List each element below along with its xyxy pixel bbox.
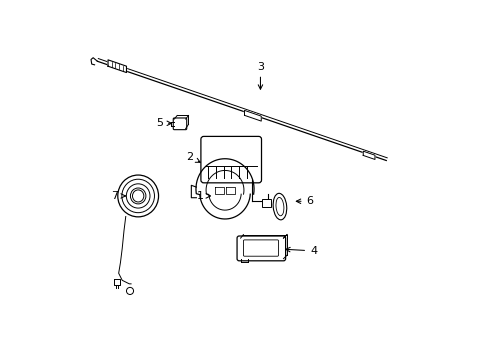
FancyBboxPatch shape [173,118,186,130]
FancyBboxPatch shape [261,199,271,207]
Text: 3: 3 [256,62,264,89]
Polygon shape [244,111,261,121]
Text: 6: 6 [296,196,313,206]
Text: 7: 7 [111,191,125,201]
FancyBboxPatch shape [201,136,261,183]
Ellipse shape [273,193,286,220]
Ellipse shape [118,175,158,217]
Text: 4: 4 [285,246,317,256]
Text: 1: 1 [196,191,210,201]
Polygon shape [108,60,126,73]
FancyBboxPatch shape [243,240,278,256]
FancyBboxPatch shape [237,236,285,261]
Text: 2: 2 [185,152,200,162]
Polygon shape [363,151,374,159]
Ellipse shape [132,190,143,202]
Text: 5: 5 [156,118,171,128]
Polygon shape [196,159,254,219]
